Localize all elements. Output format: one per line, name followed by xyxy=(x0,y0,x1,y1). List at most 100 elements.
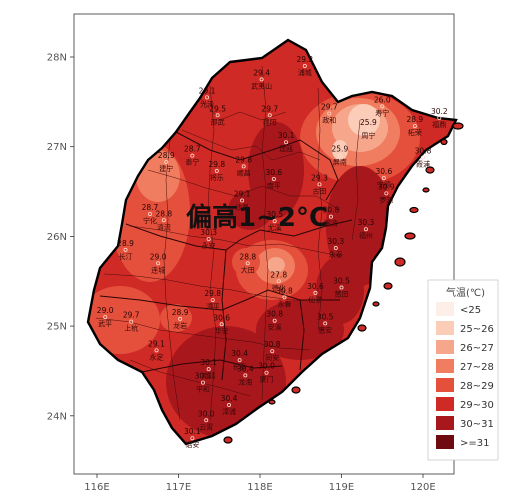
station-value: 25.9 xyxy=(360,118,377,127)
zone-26-27-dehua xyxy=(267,257,285,273)
station-marker xyxy=(190,436,195,441)
station: 25.9 屏南 xyxy=(332,145,349,167)
station-marker xyxy=(339,285,344,290)
station-value: 30.4 xyxy=(237,364,254,373)
station-name: 龙岩 xyxy=(173,321,187,330)
station-name: 清流 xyxy=(157,222,171,231)
station-marker xyxy=(154,348,159,353)
station-marker xyxy=(241,164,246,169)
station: 30.8 安溪 xyxy=(266,310,283,332)
station-value: 29.1 xyxy=(148,339,165,348)
x-tick-label: 120E xyxy=(410,482,435,493)
station-marker xyxy=(317,182,322,187)
station: 30.1 南靖 xyxy=(200,358,217,380)
station-name: 南平 xyxy=(267,181,281,190)
station-name: 泰宁 xyxy=(185,158,199,167)
station: 29.4 武夷山 xyxy=(251,68,272,90)
station-value: 29.0 xyxy=(97,306,114,315)
station-marker xyxy=(328,214,333,219)
station-value: 29.7 xyxy=(261,104,278,113)
station-value: 30.6 xyxy=(376,167,393,176)
station-value: 30.5 xyxy=(333,277,350,286)
y-tick-label: 27N xyxy=(47,142,67,153)
station: 29.0 连城 xyxy=(150,252,167,274)
station-marker xyxy=(161,218,166,223)
station-marker xyxy=(227,403,232,408)
station: 29.7 建阳 xyxy=(261,104,278,126)
station-name: 龙海 xyxy=(238,377,252,386)
station: 30.4 漳浦 xyxy=(221,394,238,416)
station-marker xyxy=(129,319,134,324)
station-name: 柘荣 xyxy=(408,128,422,137)
legend-swatch xyxy=(436,359,454,373)
station-name: 惠安 xyxy=(318,325,332,334)
headline-annotation: 偏高1~2°C xyxy=(186,202,328,233)
legend-swatch xyxy=(436,378,454,392)
station-name: 福鼎 xyxy=(432,120,446,129)
station-marker xyxy=(164,159,169,164)
station: 26.0 寿宁 xyxy=(374,95,391,117)
coastal-islands xyxy=(223,122,464,444)
station: 30.4 龙海 xyxy=(237,364,254,386)
station-marker xyxy=(245,261,250,266)
station-value: 28.9 xyxy=(406,115,423,124)
station: 29.3 古田 xyxy=(311,173,328,195)
station-name: 云霄 xyxy=(199,423,213,431)
station-value: 30.6 xyxy=(213,313,230,322)
station-name: 霞浦 xyxy=(416,159,430,168)
station-marker xyxy=(264,370,269,375)
zone-30-31-central xyxy=(228,190,272,230)
station: 30.5 惠安 xyxy=(317,312,334,334)
station-name: 沙县 xyxy=(235,204,249,212)
station-value: 30.3 xyxy=(358,218,375,227)
station-value: 28.9 xyxy=(117,239,134,248)
station-marker xyxy=(323,321,328,326)
station-name: 大田 xyxy=(241,265,255,274)
station: 30.1 建瓯 xyxy=(278,131,295,153)
zone-30-31-quanzhou xyxy=(256,300,344,360)
station-name: 闽清 xyxy=(324,219,338,228)
station-name: 永春 xyxy=(277,299,291,308)
station-value: 25.9 xyxy=(332,145,349,154)
zone-28-29-sw xyxy=(88,286,160,354)
station-marker xyxy=(412,124,417,129)
legend-swatch xyxy=(436,416,454,430)
station: 30.6 华安 xyxy=(213,313,230,335)
zone-25-26-ne xyxy=(348,104,380,136)
station-marker xyxy=(284,140,289,145)
station-value: 30.5 xyxy=(317,312,334,321)
station-marker xyxy=(123,247,128,252)
station-name: 永泰 xyxy=(329,250,343,259)
station-name: 福州 xyxy=(359,231,373,240)
station-name: 永定 xyxy=(149,352,163,361)
legend-label: <25 xyxy=(460,305,481,316)
station-value: 29.5 xyxy=(209,104,226,113)
station-name: 光泽 xyxy=(200,99,214,108)
station-marker xyxy=(204,418,209,423)
station-value: 30.3 xyxy=(200,228,217,237)
station-value: 29.3 xyxy=(311,173,328,182)
station-value: 28.7 xyxy=(142,203,159,212)
station-marker xyxy=(267,113,272,118)
station-name: 宁德 xyxy=(377,180,391,189)
station: 29.8 顺昌 xyxy=(235,155,252,177)
station-value: 30.1 xyxy=(200,358,217,367)
station: 30.4 长泰 xyxy=(231,349,248,371)
station-value: 29.4 xyxy=(253,68,270,77)
station: 30.8 闽清 xyxy=(323,206,340,228)
station-value: 29.2 xyxy=(296,55,313,64)
station-value: 29.1 xyxy=(199,86,216,95)
station-marker xyxy=(205,95,210,100)
station-name: 浦城 xyxy=(298,68,312,77)
legend-title: 气温(℃) xyxy=(446,286,485,299)
station-marker xyxy=(240,198,245,203)
station-name: 顺昌 xyxy=(237,169,251,177)
station-marker xyxy=(103,315,108,320)
station: 30.2 福鼎 xyxy=(431,107,448,129)
station-name: 德化 xyxy=(272,283,286,292)
station-value: 30.8 xyxy=(276,286,293,295)
station: 28.8 大田 xyxy=(239,252,256,274)
station-name: 连城 xyxy=(151,265,165,274)
station: 27.8 德化 xyxy=(270,270,287,292)
axis-ticks: 116E 117E 118E 119E 120E 28N 27N 26N 25N 24N xyxy=(47,53,436,494)
